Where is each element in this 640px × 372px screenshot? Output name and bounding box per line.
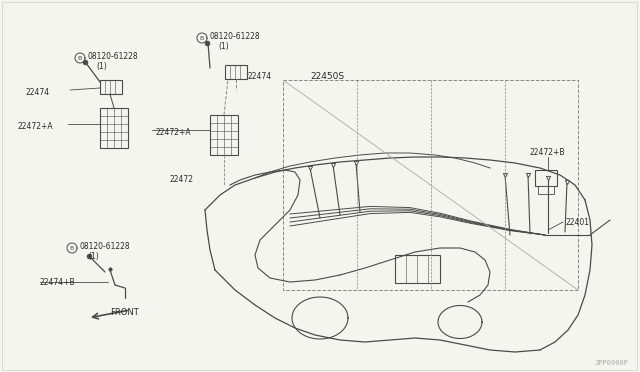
Text: 22401: 22401 [565, 218, 589, 227]
Bar [538, 186, 554, 194]
Text: 08120-61228: 08120-61228 [80, 242, 131, 251]
Text: JPP0000P: JPP0000P [595, 360, 629, 366]
Text: 22472+B: 22472+B [530, 148, 566, 157]
Bar [283, 80, 578, 290]
Text: (1): (1) [96, 62, 107, 71]
Bar [535, 170, 557, 186]
Text: 22472+A: 22472+A [155, 128, 191, 137]
Text: 22474: 22474 [25, 88, 49, 97]
Bar [210, 115, 238, 155]
Text: B: B [78, 55, 82, 61]
Bar [225, 65, 247, 79]
Text: B: B [200, 35, 204, 41]
Text: 22474+В: 22474+В [40, 278, 76, 287]
Text: 08120-61228: 08120-61228 [88, 52, 139, 61]
Text: 08120-61228: 08120-61228 [210, 32, 260, 41]
Text: 22450S: 22450S [310, 72, 344, 81]
Text: (1): (1) [88, 252, 99, 261]
Text: 22474: 22474 [248, 72, 272, 81]
Text: B: B [70, 246, 74, 250]
Bar [100, 80, 122, 94]
Bar [395, 255, 440, 283]
Text: 22472: 22472 [170, 175, 194, 184]
Bar [100, 108, 128, 148]
Text: (1): (1) [218, 42, 228, 51]
Text: FRONT: FRONT [110, 308, 139, 317]
Text: 22472+A: 22472+A [18, 122, 54, 131]
